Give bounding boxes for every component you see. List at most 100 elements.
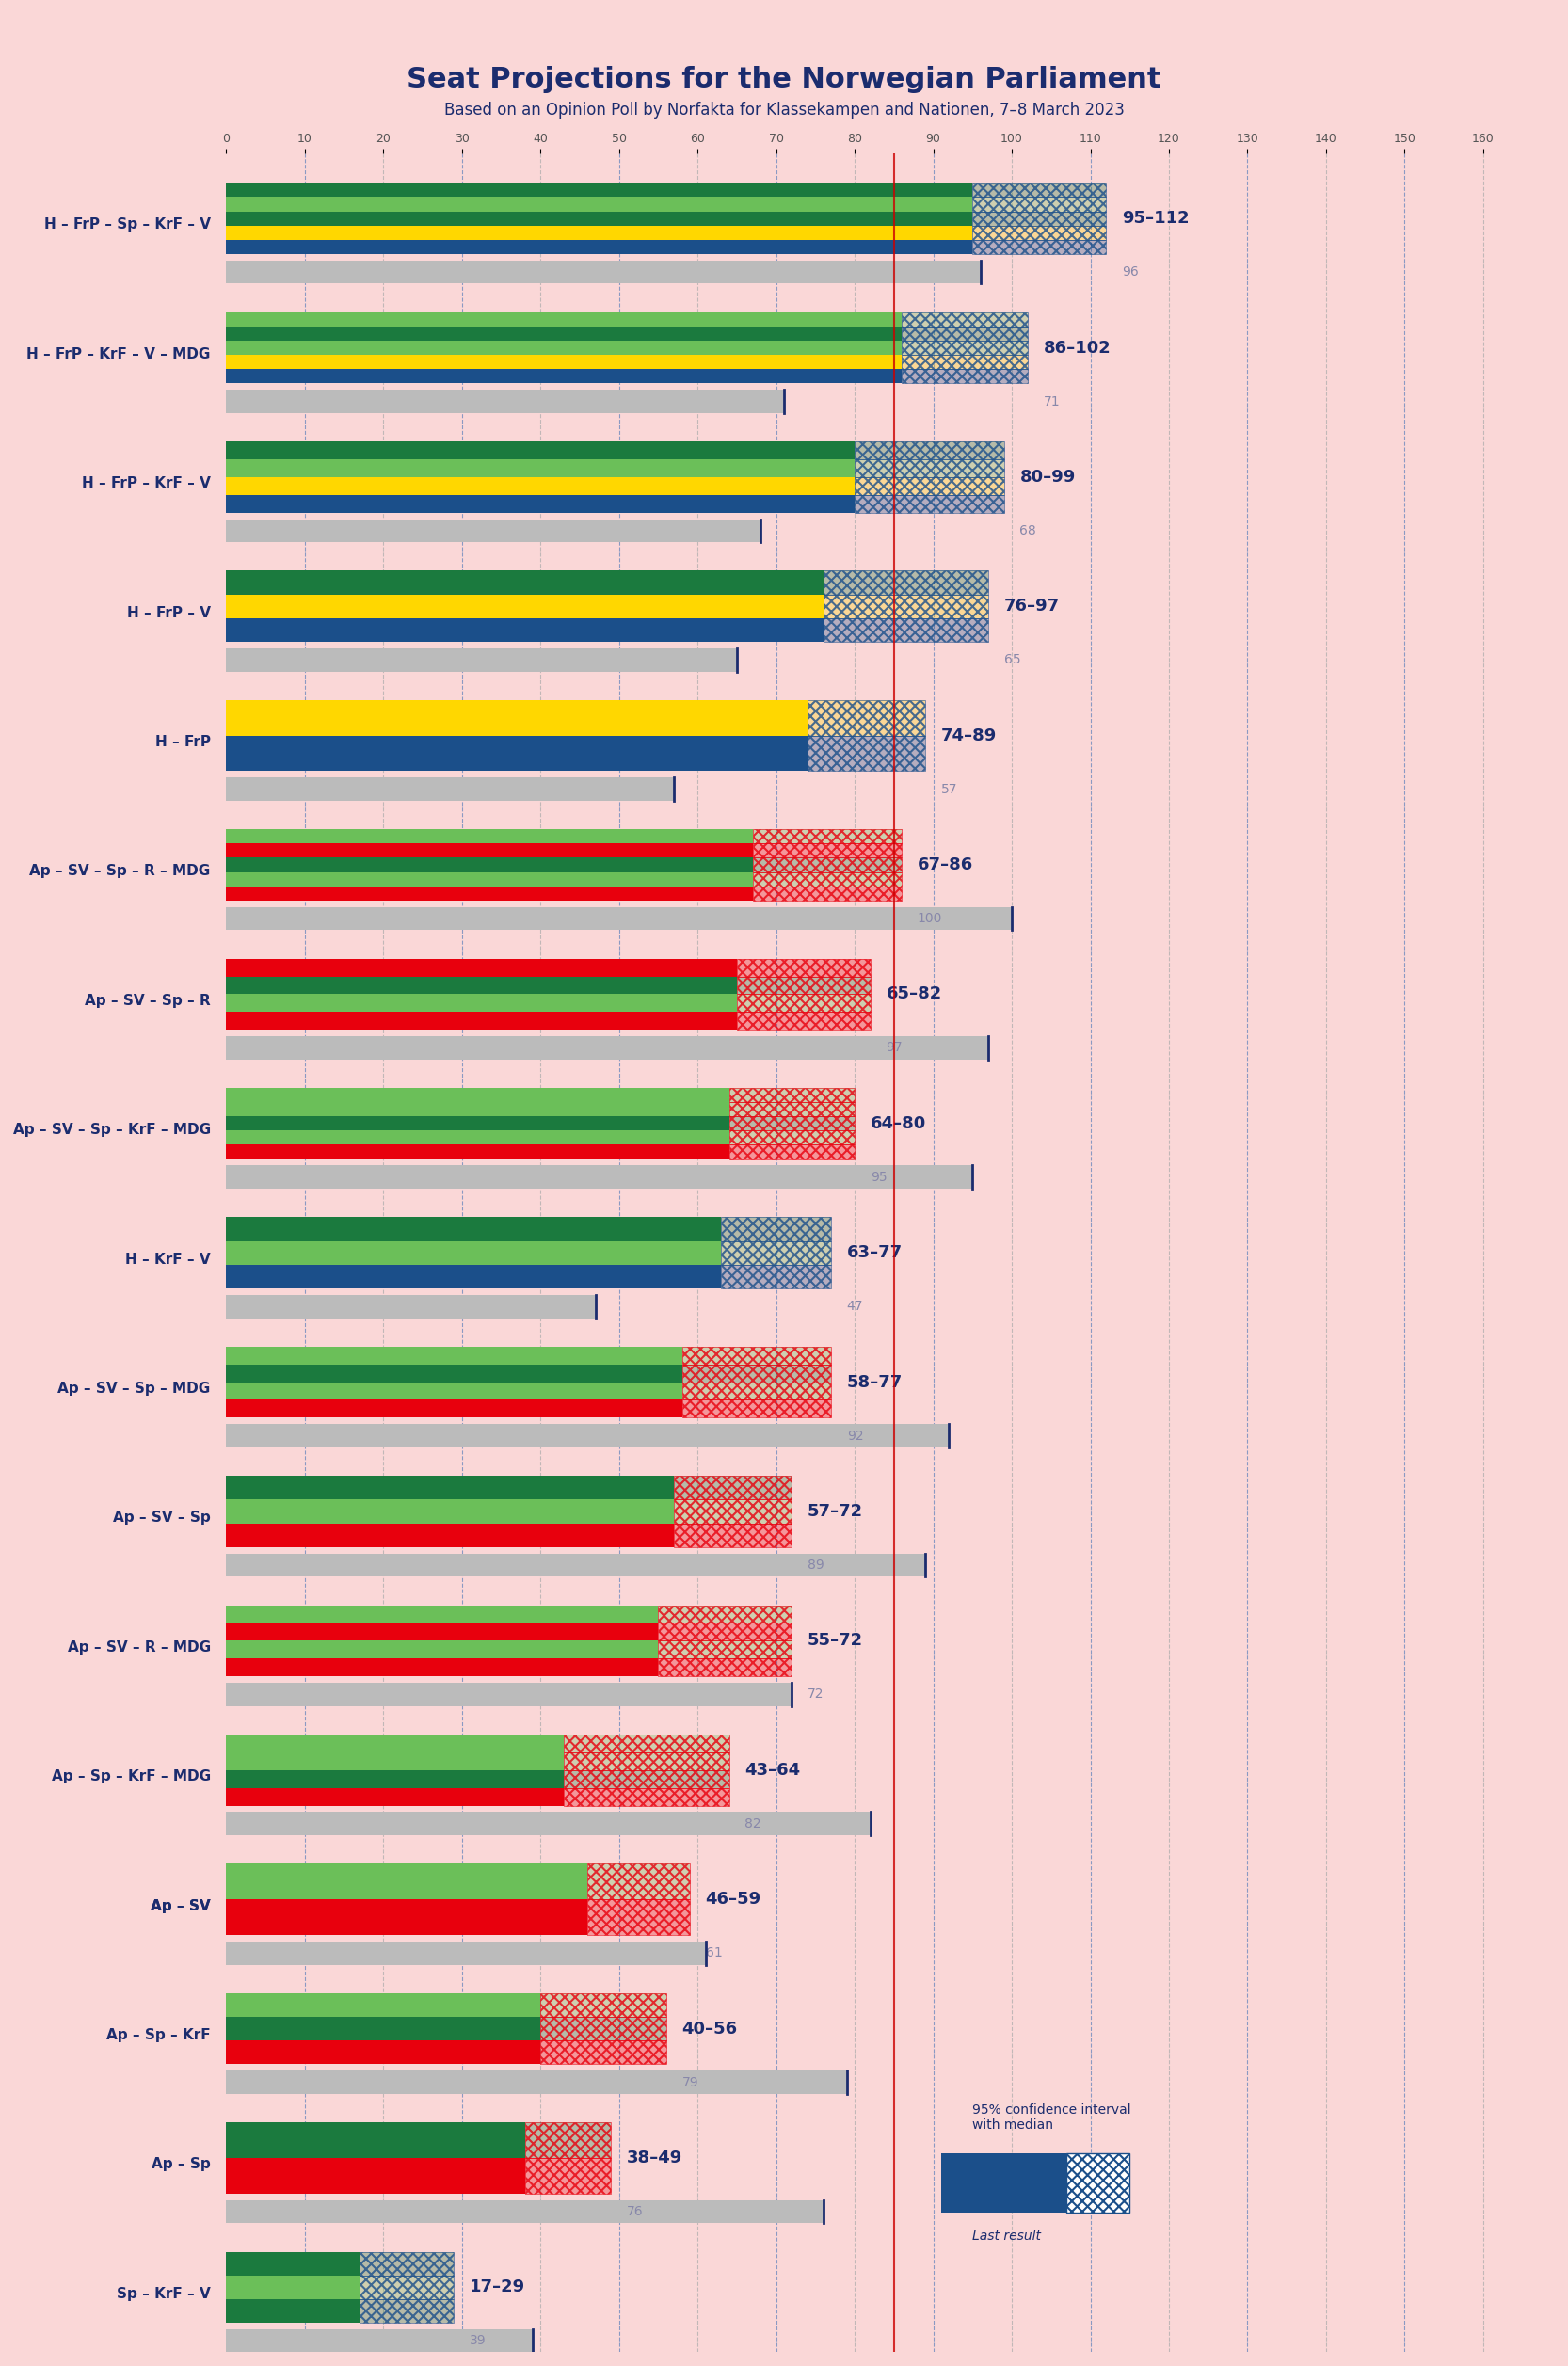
Bar bbox=[902, 327, 1027, 341]
Bar bbox=[729, 1131, 855, 1145]
Text: 68: 68 bbox=[1019, 525, 1036, 537]
Bar bbox=[659, 1604, 792, 1623]
Bar bbox=[753, 873, 902, 887]
Bar bbox=[721, 1266, 831, 1289]
Bar bbox=[359, 2276, 455, 2300]
Bar bbox=[226, 594, 823, 618]
Bar bbox=[753, 845, 902, 859]
Bar bbox=[226, 1992, 541, 2016]
Bar bbox=[682, 1365, 831, 1382]
Bar bbox=[737, 994, 870, 1013]
Bar bbox=[659, 1640, 792, 1659]
Bar bbox=[226, 1942, 706, 1964]
Bar bbox=[972, 225, 1105, 239]
Bar bbox=[721, 1242, 831, 1266]
Bar bbox=[564, 1770, 729, 1789]
Text: 96: 96 bbox=[1121, 265, 1138, 279]
Bar bbox=[682, 1401, 831, 1417]
Bar bbox=[226, 700, 808, 736]
Bar bbox=[682, 1365, 831, 1382]
Bar bbox=[226, 1382, 682, 1401]
Bar bbox=[226, 887, 753, 901]
Text: Sp – KrF – V: Sp – KrF – V bbox=[116, 2286, 210, 2300]
Text: 89: 89 bbox=[808, 1559, 825, 1571]
Bar bbox=[972, 196, 1105, 211]
Text: 63–77: 63–77 bbox=[847, 1245, 903, 1261]
Text: 55–72: 55–72 bbox=[808, 1633, 864, 1649]
Bar bbox=[541, 2016, 666, 2039]
Bar bbox=[855, 494, 1004, 513]
Bar bbox=[823, 618, 988, 641]
Text: 95% confidence interval
with median: 95% confidence interval with median bbox=[972, 2103, 1131, 2132]
Bar bbox=[737, 977, 870, 994]
Bar bbox=[226, 1900, 588, 1935]
Bar bbox=[541, 2039, 666, 2063]
Bar bbox=[753, 887, 902, 901]
Bar bbox=[226, 570, 823, 594]
Text: Ap – SV – Sp: Ap – SV – Sp bbox=[113, 1512, 210, 1526]
Bar bbox=[753, 887, 902, 901]
Text: 58–77: 58–77 bbox=[847, 1375, 903, 1391]
Bar bbox=[226, 1500, 674, 1524]
Bar bbox=[226, 1524, 674, 1547]
Bar bbox=[226, 1216, 721, 1242]
Text: 79: 79 bbox=[682, 2075, 698, 2089]
Bar bbox=[564, 1789, 729, 1805]
Bar bbox=[972, 225, 1105, 239]
Bar bbox=[226, 1401, 682, 1417]
Bar bbox=[226, 994, 737, 1013]
Bar bbox=[659, 1640, 792, 1659]
Bar bbox=[226, 355, 902, 369]
Bar bbox=[753, 859, 902, 873]
Text: 80–99: 80–99 bbox=[1019, 468, 1076, 485]
Bar bbox=[674, 1524, 792, 1547]
Text: 38–49: 38–49 bbox=[627, 2148, 682, 2167]
Bar bbox=[525, 2158, 612, 2193]
Bar bbox=[359, 2300, 455, 2323]
Text: 47: 47 bbox=[847, 1299, 864, 1313]
Text: Based on an Opinion Poll by Norfakta for Klassekampen and Nationen, 7–8 March 20: Based on an Opinion Poll by Norfakta for… bbox=[444, 102, 1124, 118]
Bar bbox=[226, 459, 855, 478]
Bar bbox=[682, 1382, 831, 1401]
Bar bbox=[729, 1088, 855, 1103]
Bar bbox=[359, 2300, 455, 2323]
Bar bbox=[729, 1131, 855, 1145]
Bar bbox=[226, 1770, 564, 1789]
Bar bbox=[226, 327, 902, 341]
Bar bbox=[588, 1864, 690, 1900]
Bar bbox=[729, 1117, 855, 1131]
Text: Ap – Sp – KrF: Ap – Sp – KrF bbox=[107, 2028, 210, 2042]
Bar bbox=[823, 570, 988, 594]
Bar bbox=[855, 442, 1004, 459]
Text: H – FrP – KrF – V – MDG: H – FrP – KrF – V – MDG bbox=[27, 348, 210, 362]
Text: 71: 71 bbox=[1043, 395, 1060, 407]
Bar bbox=[682, 1346, 831, 1365]
Bar bbox=[226, 1036, 988, 1060]
Bar bbox=[226, 1864, 588, 1900]
Bar bbox=[564, 1734, 729, 1753]
Bar bbox=[226, 2252, 359, 2276]
Bar bbox=[226, 1623, 659, 1640]
Bar bbox=[674, 1524, 792, 1547]
Bar bbox=[729, 1117, 855, 1131]
Text: 74–89: 74–89 bbox=[941, 726, 997, 745]
Bar bbox=[737, 958, 870, 977]
Bar bbox=[226, 2122, 525, 2158]
Bar bbox=[541, 2016, 666, 2039]
Bar bbox=[226, 1131, 729, 1145]
Bar bbox=[226, 1476, 674, 1500]
Bar bbox=[823, 570, 988, 594]
Bar bbox=[226, 518, 760, 542]
Bar bbox=[226, 225, 972, 239]
Bar bbox=[972, 239, 1105, 253]
Text: 100: 100 bbox=[917, 911, 942, 925]
Bar bbox=[226, 182, 972, 196]
Bar bbox=[729, 1103, 855, 1117]
Bar bbox=[659, 1623, 792, 1640]
Bar bbox=[226, 1365, 682, 1382]
Bar bbox=[226, 845, 753, 859]
Bar bbox=[226, 239, 972, 253]
Bar bbox=[721, 1266, 831, 1289]
Bar bbox=[902, 369, 1027, 383]
Bar bbox=[226, 1753, 564, 1770]
